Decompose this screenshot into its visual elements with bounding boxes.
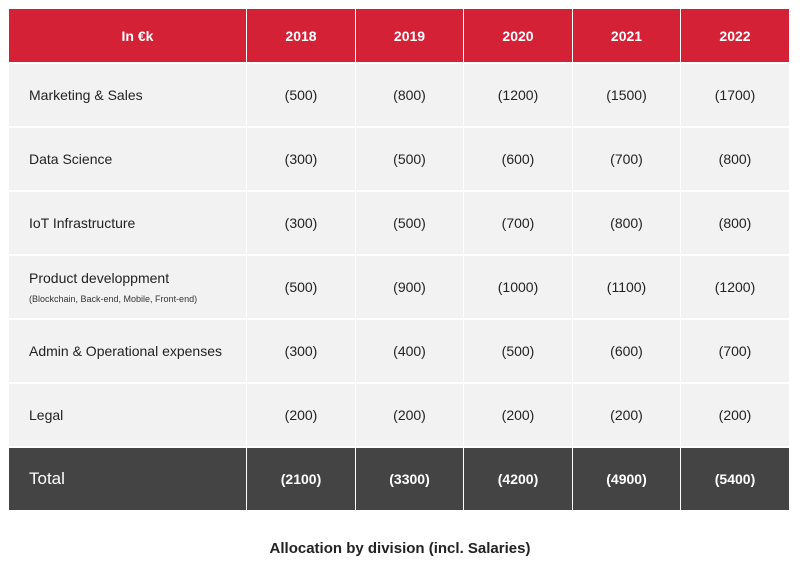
table-cell: (1200) [681, 256, 789, 318]
row-label-iot-infrastructure: IoT Infrastructure [9, 192, 246, 254]
row-label-text: Legal [29, 407, 64, 423]
table-cell: (700) [464, 192, 572, 254]
table-cell: (1500) [573, 64, 680, 126]
table-cell: (800) [681, 128, 789, 190]
row-label-text: IoT Infrastructure [29, 215, 136, 231]
header-year-2022: 2022 [681, 9, 789, 62]
table-cell: (300) [247, 320, 355, 382]
header-year-2019: 2019 [356, 9, 463, 62]
table-cell: (200) [247, 384, 355, 446]
row-label-product-development: Product developpment (Blockchain, Back-e… [9, 256, 246, 318]
row-sublabel-text: (Blockchain, Back-end, Mobile, Front-end… [29, 294, 198, 304]
table-cell: (400) [356, 320, 463, 382]
header-label: In €k [9, 9, 246, 62]
table-cell: (500) [356, 128, 463, 190]
table-cell: (200) [356, 384, 463, 446]
total-cell: (2100) [247, 448, 355, 510]
table-cell: (300) [247, 192, 355, 254]
table-cell: (900) [356, 256, 463, 318]
table-cell: (600) [464, 128, 572, 190]
table-cell: (200) [573, 384, 680, 446]
table-cell: (1700) [681, 64, 789, 126]
total-cell: (4900) [573, 448, 680, 510]
table-cell: (800) [681, 192, 789, 254]
row-label-text: Admin & Operational expenses [29, 343, 222, 359]
table-cell: (1200) [464, 64, 572, 126]
row-label-text: Product developpment [29, 270, 170, 286]
table-cell: (500) [464, 320, 572, 382]
row-label-text: Marketing & Sales [29, 87, 143, 103]
table-cell: (500) [247, 64, 355, 126]
total-cell: (3300) [356, 448, 463, 510]
table-cell: (200) [464, 384, 572, 446]
table-cell: (500) [356, 192, 463, 254]
table-cell: (600) [573, 320, 680, 382]
table-cell: (1000) [464, 256, 572, 318]
row-label-text: Data Science [29, 151, 113, 167]
table-cell: (700) [681, 320, 789, 382]
header-year-2021: 2021 [573, 9, 680, 62]
table-cell: (1100) [573, 256, 680, 318]
row-label-legal: Legal [9, 384, 246, 446]
table-cell: (800) [573, 192, 680, 254]
table-cell: (800) [356, 64, 463, 126]
table-cell: (300) [247, 128, 355, 190]
table-cell: (700) [573, 128, 680, 190]
row-label-admin-operational: Admin & Operational expenses [9, 320, 246, 382]
row-label-marketing-sales: Marketing & Sales [9, 64, 246, 126]
header-year-2018: 2018 [247, 9, 355, 62]
total-cell: (5400) [681, 448, 789, 510]
header-year-2020: 2020 [464, 9, 572, 62]
row-label-data-science: Data Science [9, 128, 246, 190]
table-cell: (200) [681, 384, 789, 446]
total-label: Total [9, 448, 246, 510]
table-cell: (500) [247, 256, 355, 318]
total-cell: (4200) [464, 448, 572, 510]
table-caption: Allocation by division (incl. Salaries) [269, 540, 531, 557]
budget-table: In €k 2018 2019 2020 2021 2022 Marketing… [9, 9, 790, 510]
